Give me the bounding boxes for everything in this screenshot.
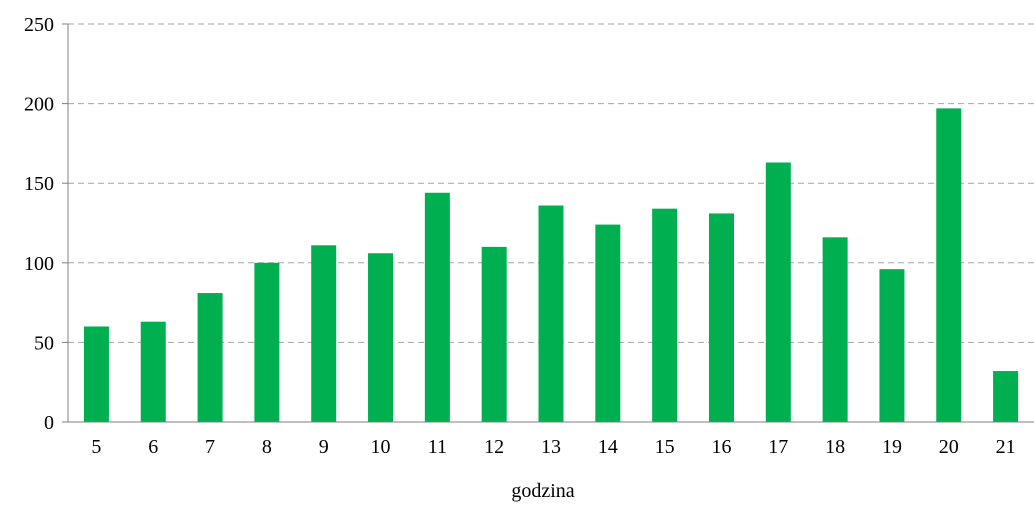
x-tick-label: 12 bbox=[484, 436, 504, 458]
x-tick-label: 13 bbox=[541, 436, 561, 458]
x-tick-label: 20 bbox=[939, 436, 959, 458]
bar-10 bbox=[368, 253, 394, 422]
x-tick-label: 6 bbox=[148, 436, 158, 458]
x-axis-title: godzina bbox=[511, 480, 574, 502]
x-tick-label: 21 bbox=[996, 436, 1016, 458]
axes bbox=[62, 23, 1034, 423]
y-tick-labels: 0 50 100 150 200 250 bbox=[24, 14, 54, 434]
bar-21 bbox=[993, 371, 1019, 422]
bar-6 bbox=[140, 321, 166, 422]
y-tick-label: 150 bbox=[24, 173, 54, 195]
bars bbox=[83, 108, 1019, 422]
bar-15 bbox=[652, 208, 678, 422]
x-tick-label: 15 bbox=[655, 436, 675, 458]
x-tick-label: 17 bbox=[768, 436, 788, 458]
y-tick-label: 0 bbox=[44, 412, 54, 434]
bar-12 bbox=[481, 246, 507, 422]
x-tick-label: 9 bbox=[319, 436, 329, 458]
gridlines bbox=[68, 23, 1034, 343]
bar-19 bbox=[879, 269, 905, 422]
bar-17 bbox=[765, 162, 791, 422]
bar-11 bbox=[424, 192, 450, 422]
y-tick-label: 50 bbox=[34, 332, 54, 354]
x-tick-label: 14 bbox=[598, 436, 618, 458]
y-tick-label: 200 bbox=[24, 94, 54, 116]
x-tick-label: 16 bbox=[711, 436, 731, 458]
x-tick-label: 19 bbox=[882, 436, 902, 458]
bar-13 bbox=[538, 205, 564, 422]
bar-7 bbox=[197, 293, 223, 422]
x-tick-label: 18 bbox=[825, 436, 845, 458]
bar-9 bbox=[311, 245, 337, 422]
bar-20 bbox=[936, 108, 962, 422]
x-tick-label: 10 bbox=[371, 436, 391, 458]
y-tick-label: 100 bbox=[24, 253, 54, 275]
bar-5 bbox=[83, 326, 109, 422]
x-tick-label: 7 bbox=[205, 436, 215, 458]
bar-14 bbox=[595, 224, 621, 422]
bar-8 bbox=[254, 262, 280, 422]
x-tick-label: 5 bbox=[91, 436, 101, 458]
x-tick-labels: 5 6 7 8 9 10 11 12 13 14 15 16 17 18 19 20 21 bbox=[91, 436, 1015, 458]
x-tick-label: 8 bbox=[262, 436, 272, 458]
bar-18 bbox=[822, 237, 848, 422]
bar-16 bbox=[708, 213, 734, 422]
x-tick-label: 11 bbox=[428, 436, 447, 458]
y-tick-label: 250 bbox=[24, 14, 54, 36]
